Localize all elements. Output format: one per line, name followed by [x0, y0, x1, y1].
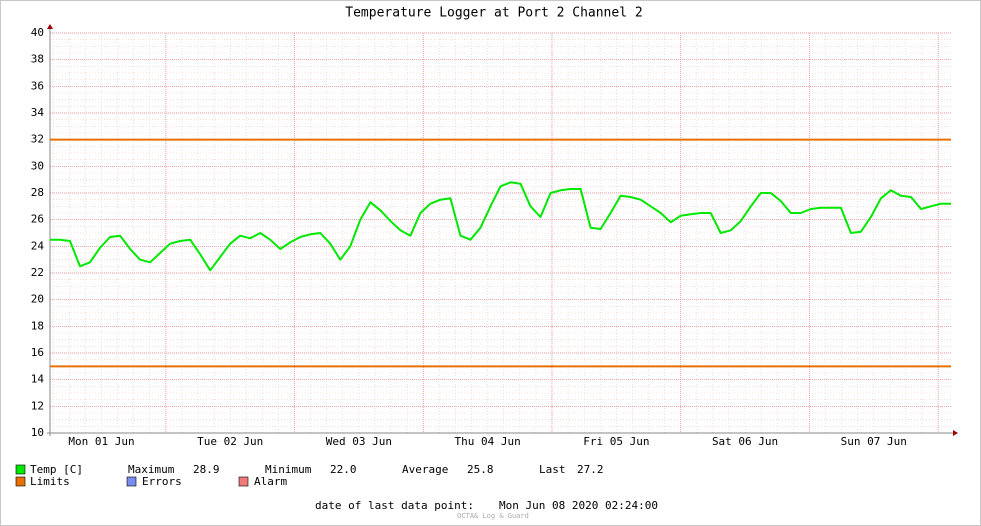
legend-swatch: [126, 476, 137, 487]
y-tick-label: 24: [31, 239, 45, 252]
x-tick-label: Thu 04 Jun: [455, 435, 521, 448]
stat-value: 27.2: [577, 463, 604, 476]
y-tick-label: 26: [31, 213, 44, 226]
x-tick-label: Wed 03 Jun: [326, 435, 392, 448]
x-tick-label: Sat 06 Jun: [712, 435, 778, 448]
axis-arrow: [953, 430, 958, 436]
legend-swatch: [238, 476, 249, 487]
y-tick-label: 36: [31, 79, 44, 92]
legend-swatch: [15, 464, 26, 475]
temp-line: [50, 181, 951, 272]
y-tick-label: 14: [31, 373, 45, 386]
legend-label: Errors: [142, 475, 182, 488]
y-tick-label: 22: [31, 266, 44, 279]
watermark: OCTA& Log & Guard: [457, 512, 529, 520]
y-tick-label: 12: [31, 399, 44, 412]
footer-value: Mon Jun 08 2020 02:24:00: [499, 499, 658, 512]
x-tick-label: Mon 01 Jun: [68, 435, 134, 448]
x-tick-label: Sun 07 Jun: [841, 435, 907, 448]
legend-label: Temp [C]: [30, 463, 83, 476]
y-tick-label: 18: [31, 319, 44, 332]
legend-swatch: [15, 476, 26, 487]
y-tick-label: 40: [31, 26, 44, 39]
legend-label: Alarm: [254, 475, 287, 488]
legend-label: Limits: [30, 475, 70, 488]
y-tick-label: 10: [31, 426, 44, 439]
y-tick-label: 30: [31, 159, 44, 172]
y-tick-label: 20: [31, 293, 44, 306]
stat-label: Minimum: [265, 463, 312, 476]
stat-label: Average: [402, 463, 448, 476]
x-tick-label: Fri 05 Jun: [583, 435, 649, 448]
stat-value: 28.9: [193, 463, 220, 476]
y-tick-label: 34: [31, 106, 45, 119]
y-tick-label: 32: [31, 133, 44, 146]
legend: Temp [C] Maximum 28.9 Minimum 22.0 Average 25.…: [15, 463, 604, 488]
y-tick-label: 38: [31, 53, 44, 66]
axis-arrow: [47, 24, 53, 29]
stat-label: Last: [539, 463, 566, 476]
stat-value: 22.0: [330, 463, 357, 476]
y-tick-label: 16: [31, 346, 44, 359]
footer-label: date of last data point:: [315, 499, 474, 512]
y-tick-label: 28: [31, 186, 44, 199]
x-tick-label: Tue 02 Jun: [197, 435, 263, 448]
chart-title: Temperature Logger at Port 2 Channel 2: [345, 6, 642, 21]
plot: [50, 138, 951, 368]
stat-label: Maximum: [128, 463, 175, 476]
stat-value: 25.8: [467, 463, 494, 476]
